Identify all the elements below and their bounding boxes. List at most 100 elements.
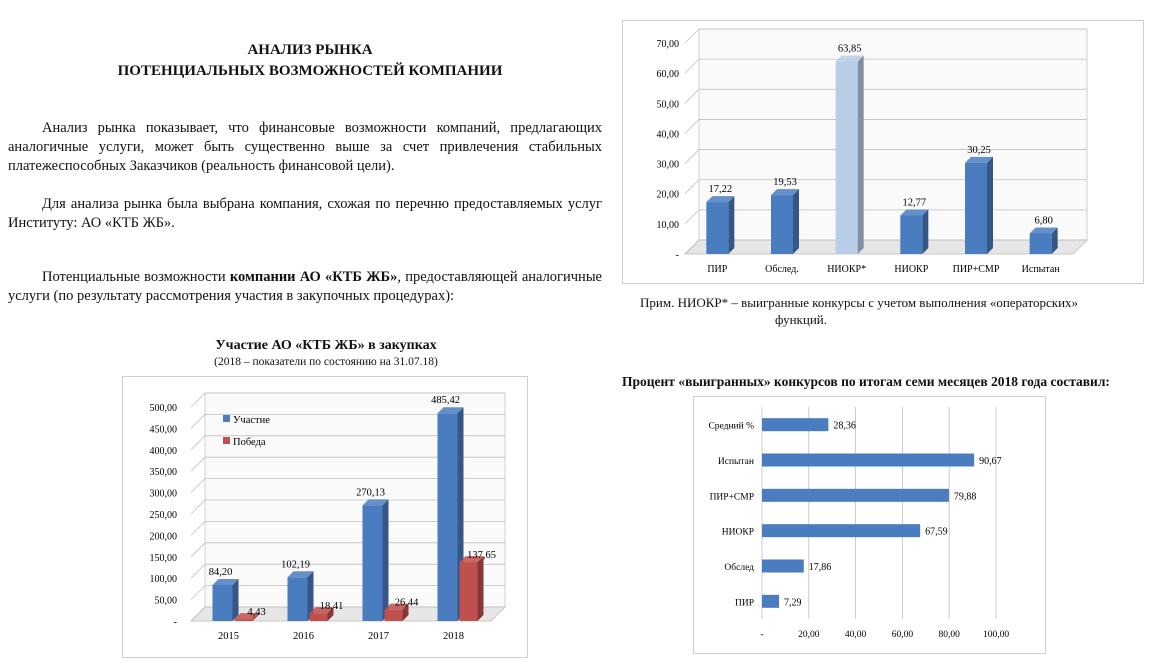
win-percent-bar-chart: - 20,00 40,00 60,00 80,00 100,00 28,36 Средний …: [708, 407, 1009, 640]
services-bar-side: [987, 156, 993, 254]
paragraph-3-end: , предоставляющей аналогичные услуги (по…: [8, 269, 602, 304]
services-gridline: [684, 149, 1087, 164]
services-category-label: Испытан: [1022, 264, 1061, 275]
purchases-y-tick-label: 300,00: [150, 489, 178, 500]
services-data-label: 19,53: [773, 177, 797, 188]
purchases-data-label: 102,19: [281, 559, 310, 570]
purchases-bar-participation: [212, 584, 233, 621]
purchases-data-label: 26,44: [395, 598, 419, 609]
services-bar-side: [857, 55, 864, 254]
purchases-bar-win-side: [402, 603, 409, 621]
purchases-legend-label: Участие: [233, 415, 270, 426]
win-bar: [762, 488, 949, 502]
services-gridline: [684, 28, 1087, 44]
services-bar: [835, 61, 858, 254]
services-category-label: ПИР: [707, 264, 727, 275]
services-bar-side: [922, 209, 929, 254]
win-bar: [762, 594, 780, 608]
purchases-legend-swatch: [223, 437, 230, 444]
services-bar: [771, 195, 793, 254]
purchases-y-tick-label: 350,00: [150, 467, 178, 478]
purchases-gridline: [190, 414, 505, 429]
purchases-y-tick-label: 150,00: [150, 553, 178, 564]
purchases-bar-participation-top: [212, 578, 239, 585]
chart-note: Прим. НИОКР* – выигранные конкурсы с уче…: [640, 295, 1079, 310]
purchases-gridline: [190, 392, 505, 408]
purchases-category-label: 2015: [218, 631, 239, 642]
services-chart-frame: - 10,00 20,00 30,00 40,00 50,00 60,00 70,00 17,2…: [622, 20, 1144, 284]
services-bar-side: [728, 196, 735, 254]
purchases-y-tick-label: 400,00: [150, 446, 178, 457]
title-line-1: АНАЛИЗ РЫНКА: [247, 42, 373, 58]
services-data-label: 17,22: [709, 184, 733, 195]
purchases-y-tick-label: -: [174, 617, 177, 628]
paragraph-3-start: Потенциальные возможности: [42, 269, 230, 285]
win-data-label: 17,86: [809, 562, 831, 573]
services-y-tick-label: 60,00: [657, 69, 680, 80]
purchases-gridline: [190, 563, 505, 579]
purchases-gridline: [190, 478, 505, 493]
services-bar: [965, 162, 987, 254]
services-gridline: [684, 209, 1087, 225]
services-y-tick-label: -: [676, 250, 679, 261]
paragraph-3-company: компании АО «КТБ ЖБ»: [229, 269, 398, 285]
purchases-bar-participation: [362, 505, 383, 621]
win-bar: [762, 453, 975, 467]
services-bar: [706, 202, 729, 254]
services-y-tick-label: 40,00: [657, 129, 680, 140]
purchases-bar-win-top: [384, 603, 409, 610]
services-data-label: 12,77: [903, 198, 927, 209]
paragraph-1-text: Анализ рынка показывает, что финансовые …: [8, 120, 602, 174]
purchases-category-label: 2017: [368, 631, 389, 642]
win-data-label: 28,36: [833, 421, 856, 432]
services-gridline: [684, 179, 1087, 194]
purchases-gridline: [190, 499, 505, 515]
services-gridline: [684, 58, 1087, 74]
purchases-bar-win: [234, 619, 253, 621]
purchases-y-tick-label: 100,00: [150, 574, 178, 585]
win-bar: [762, 559, 804, 573]
win-data-label: 67,59: [925, 527, 948, 538]
title-line-2: ПОТЕНЦИАЛЬНЫХ ВОЗМОЖНОСТЕЙ КОМПАНИИ: [117, 63, 503, 79]
purchases-gridline: [190, 456, 505, 472]
services-bar: [1029, 233, 1052, 254]
services-bar: [900, 215, 923, 254]
purchases-bar-participation-side: [382, 499, 389, 621]
win-category-label: Средний %: [708, 421, 754, 432]
purchases-y-tick-label: 450,00: [150, 424, 178, 435]
win-category-label: ПИР: [735, 598, 754, 608]
services-gridline: [684, 119, 1087, 134]
purchases-bar-chart: - 50,00 100,00 150,00 200,00 250,00 300,00 350,…: [150, 392, 507, 642]
services-category-label: ПИР+СМР: [953, 264, 1000, 275]
services-back-wall: [698, 28, 1088, 241]
purchases-bar-win-side: [477, 556, 484, 621]
purchases-category-label: 2018: [443, 631, 464, 642]
win-x-tick-label: 40,00: [845, 630, 867, 640]
purchases-chart-subtitle: (2018 – показатели по состоянию на 31.07…: [214, 356, 438, 368]
purchases-bar-win: [384, 609, 403, 621]
services-bar-side: [1051, 227, 1058, 254]
purchases-data-label: 137,65: [467, 550, 496, 561]
services-bar-chart: - 10,00 20,00 30,00 40,00 50,00 60,00 70,00 17,2…: [657, 28, 1089, 275]
purchases-legend-swatch: [223, 415, 230, 422]
services-bar-side: [793, 189, 799, 254]
purchases-bar-win-top: [309, 607, 334, 614]
paragraph-1: Анализ рынка показывает, что финансовые …: [8, 119, 602, 176]
purchases-chart-frame: - 50,00 100,00 150,00 200,00 250,00 300,00 350,…: [122, 376, 528, 658]
purchases-bar-participation-top: [437, 407, 464, 414]
services-y-tick-label: 30,00: [657, 160, 680, 171]
purchases-gridline: [190, 435, 505, 451]
purchases-category-label: 2016: [293, 631, 314, 642]
purchases-data-label: 4,43: [247, 607, 265, 618]
purchases-y-tick-label: 500,00: [150, 403, 178, 414]
purchases-bar-win: [309, 613, 328, 621]
win-category-label: ПИР+СМР: [710, 492, 754, 502]
win-bar: [762, 418, 829, 432]
services-gridline: [684, 88, 1087, 104]
win-percent-heading: Процент «выигранных» конкурсов по итогам…: [622, 374, 1110, 389]
purchases-legend-label: Победа: [233, 437, 266, 448]
win-bar: [762, 524, 921, 538]
services-category-label: Обслед.: [765, 264, 799, 275]
win-data-label: 79,88: [954, 491, 977, 502]
win-percent-chart-frame: - 20,00 40,00 60,00 80,00 100,00 28,36 Средний …: [693, 396, 1046, 654]
